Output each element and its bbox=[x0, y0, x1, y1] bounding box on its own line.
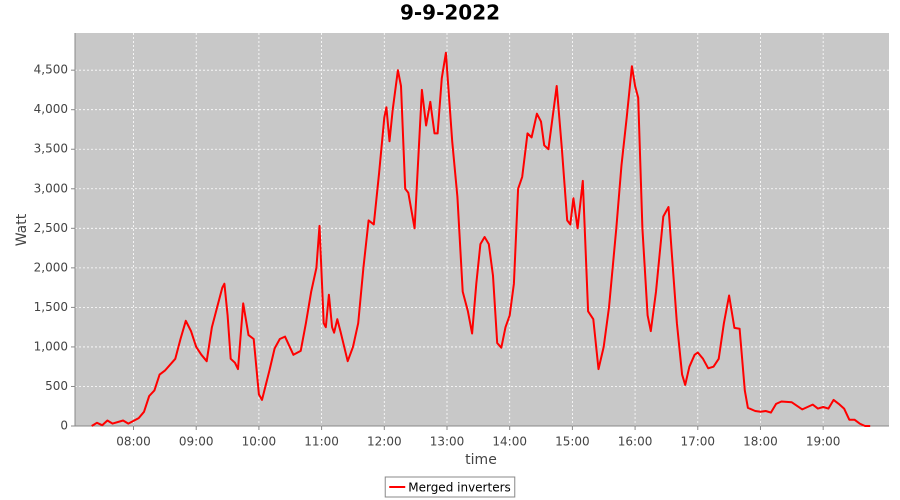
y-tick-label: 1,000 bbox=[34, 339, 68, 353]
y-tick-label: 4,500 bbox=[34, 63, 68, 77]
x-tick-label: 08:00 bbox=[116, 435, 151, 449]
x-tick-label: 10:00 bbox=[242, 435, 277, 449]
y-tick-label: 1,500 bbox=[34, 300, 68, 314]
x-tick-label: 18:00 bbox=[743, 435, 778, 449]
legend: Merged inverters bbox=[384, 476, 516, 498]
legend-label: Merged inverters bbox=[408, 481, 511, 495]
x-tick-label: 13:00 bbox=[430, 435, 465, 449]
y-axis-title: Watt bbox=[14, 213, 30, 246]
x-tick-label: 12:00 bbox=[367, 435, 402, 449]
y-tick-label: 2,500 bbox=[34, 221, 68, 235]
x-axis-title: time bbox=[465, 452, 497, 468]
x-tick-label: 14:00 bbox=[492, 435, 527, 449]
x-tick-label: 09:00 bbox=[179, 435, 214, 449]
x-tick-label: 16:00 bbox=[618, 435, 653, 449]
x-tick-label: 17:00 bbox=[680, 435, 715, 449]
plot-area bbox=[75, 33, 889, 426]
chart-title: 9-9-2022 bbox=[400, 1, 500, 25]
x-tick-label: 19:00 bbox=[806, 435, 841, 449]
x-tick-label: 15:00 bbox=[555, 435, 590, 449]
y-tick-label: 3,500 bbox=[34, 142, 68, 156]
y-tick-label: 0 bbox=[60, 419, 68, 433]
legend-box bbox=[384, 476, 516, 498]
y-tick-label: 500 bbox=[45, 379, 68, 393]
x-tick-label: 11:00 bbox=[304, 435, 339, 449]
data-line bbox=[91, 51, 871, 427]
y-tick-label: 2,000 bbox=[34, 260, 68, 274]
y-tick-label: 3,000 bbox=[34, 181, 68, 195]
y-tick-label: 4,000 bbox=[34, 102, 68, 116]
